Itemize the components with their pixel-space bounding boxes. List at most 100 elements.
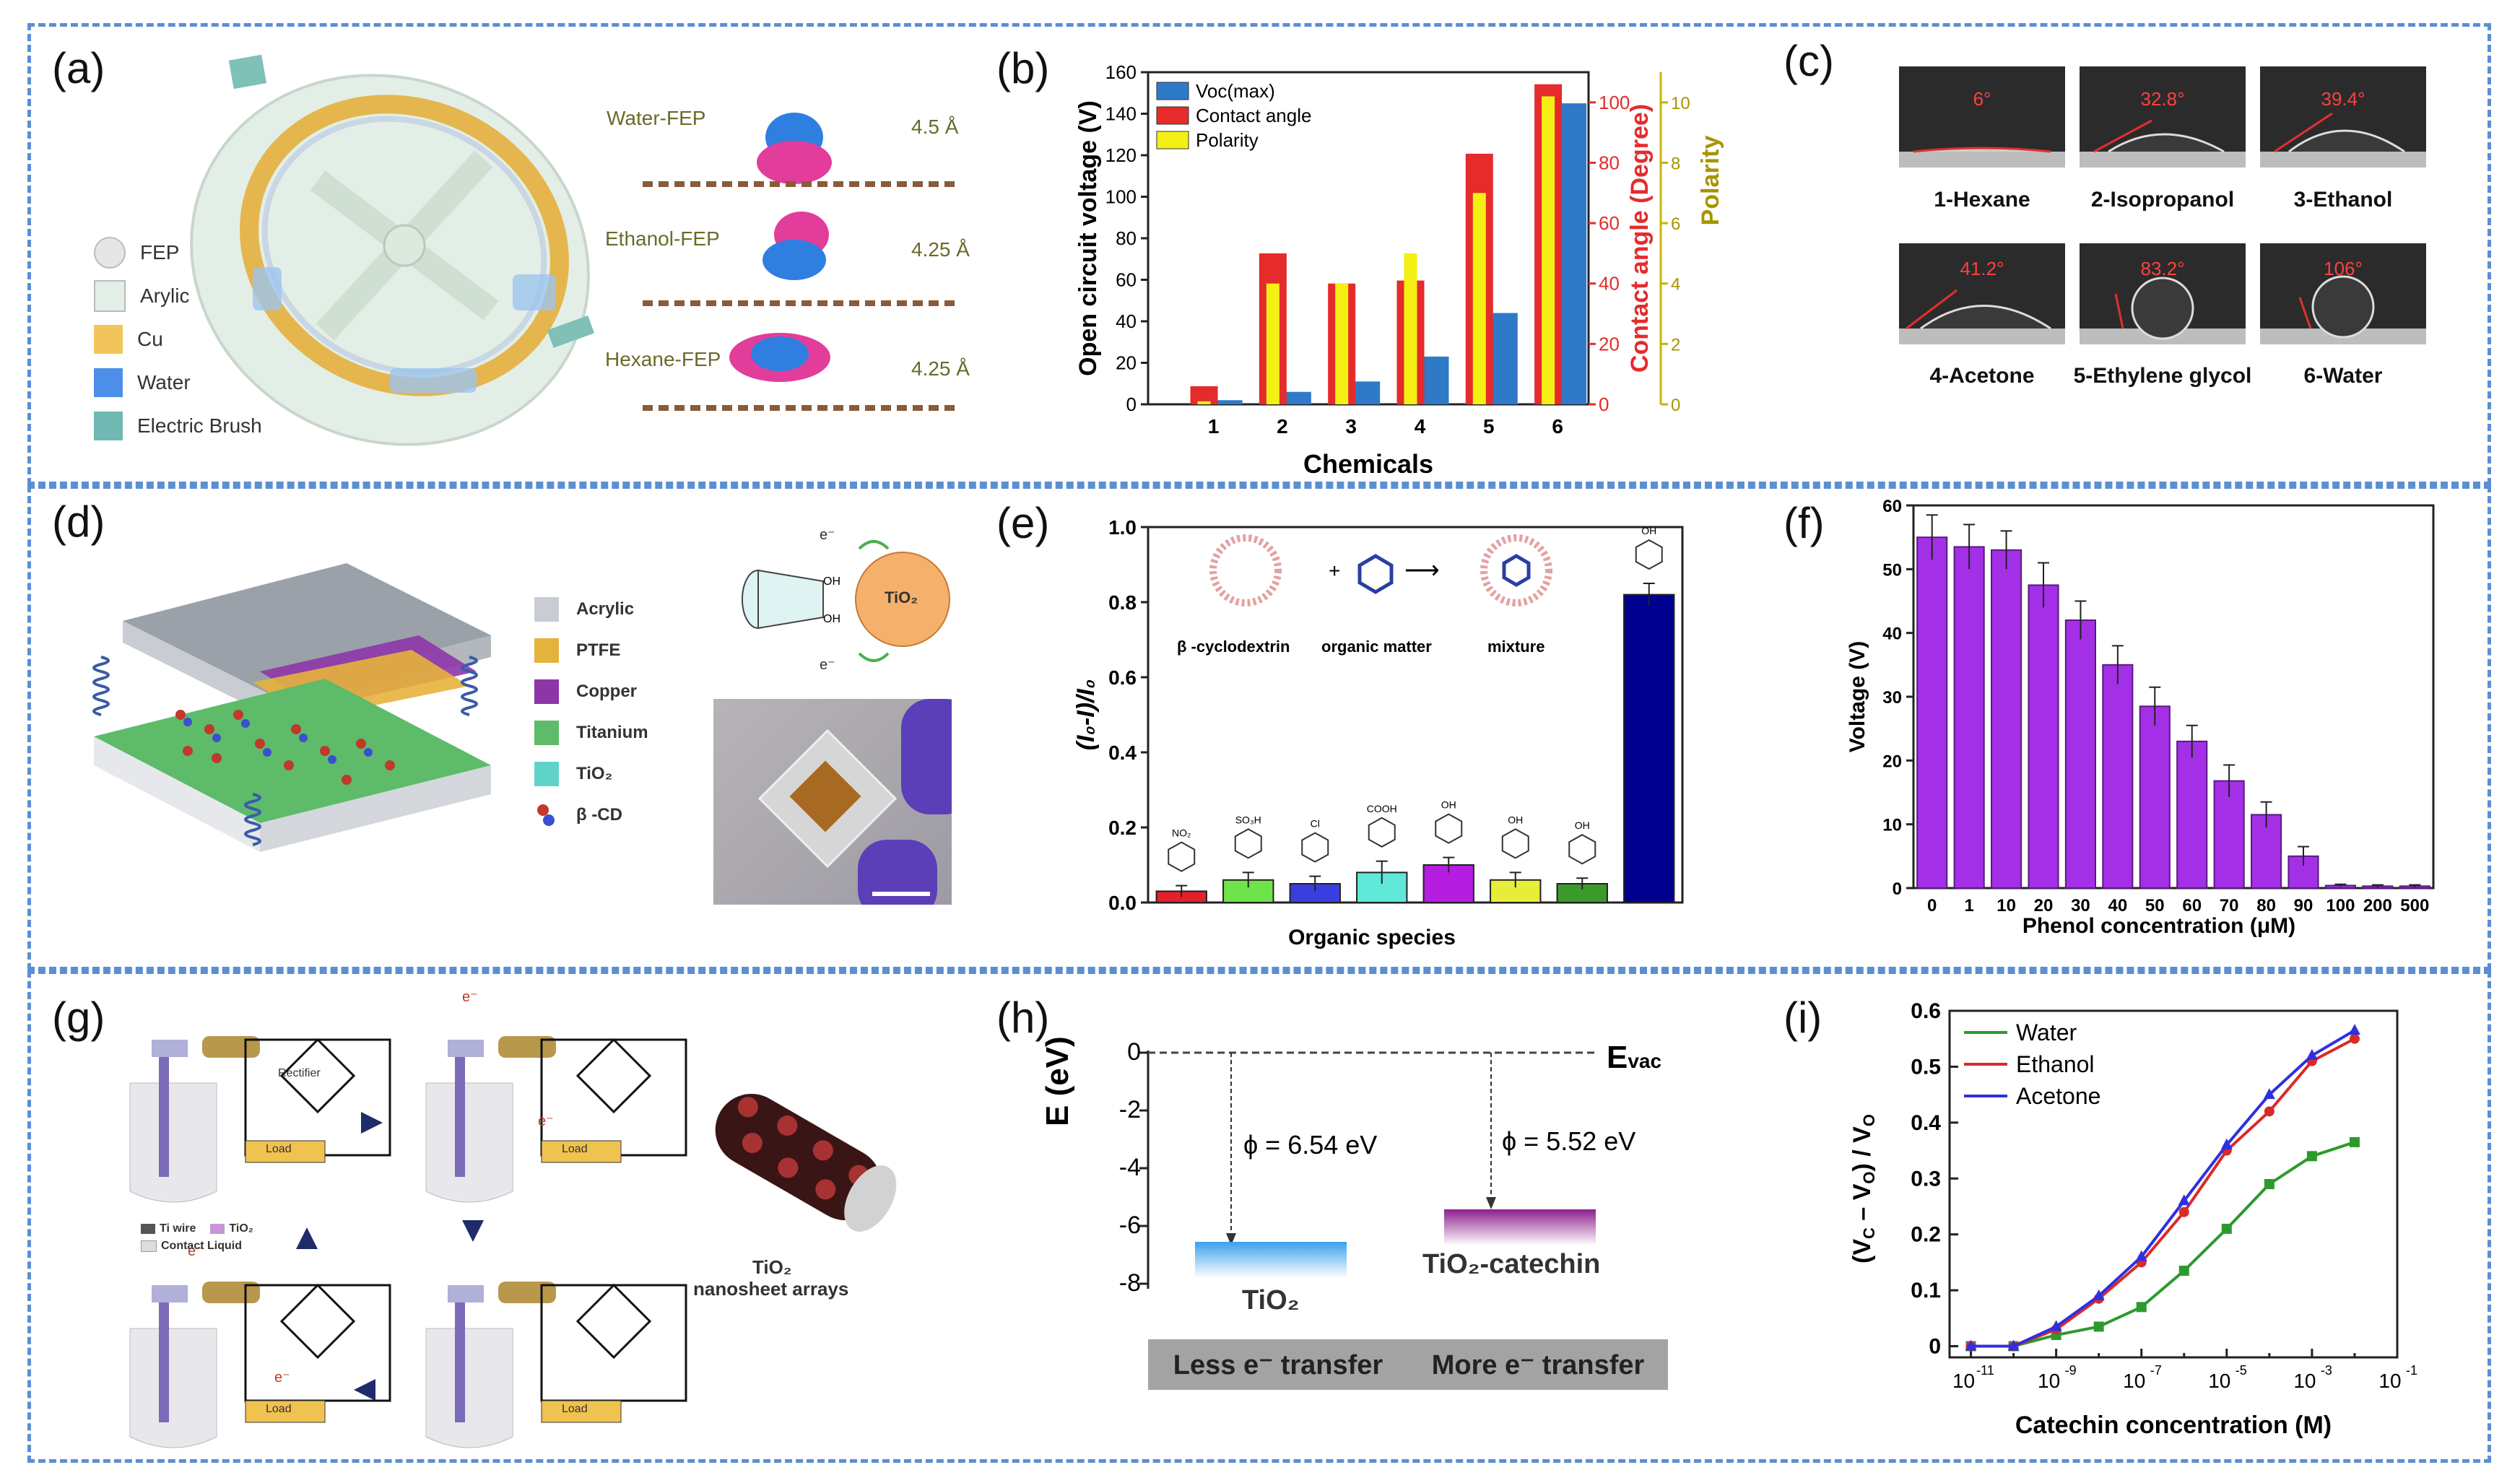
panel-label-b: (b) [996, 44, 1050, 92]
legend-item-fep: FEP [94, 231, 282, 274]
ytick-label: 0.4 [1108, 742, 1137, 764]
legend-label: Ti wire [160, 1222, 196, 1235]
xtick-exponent: -7 [2150, 1363, 2162, 1378]
bar-40 [2102, 664, 2134, 889]
ytick-label: 0.6 [1911, 999, 1941, 1023]
evac-label: Evac [1607, 1040, 1661, 1076]
xtick-exponent: -9 [2065, 1363, 2077, 1378]
data-point-acetone [1965, 1339, 1977, 1351]
ytick-label: 140 [1105, 103, 1137, 125]
data-point-water [2306, 1151, 2317, 1162]
chart-e-organic-species: 0.0 0.2 0.4 0.6 0.8 1.0 NO₂ SO₃H Cl COOH OH OH OH OH O… [1072, 516, 1684, 949]
xtick-label: 1 [1964, 896, 1973, 916]
data-point-water [2221, 1223, 2232, 1234]
data-point-ethanol [2264, 1106, 2274, 1117]
angle-value: 6° [1973, 88, 1991, 110]
legend-label: Cu [137, 328, 163, 350]
cyclodextrin-ring-icon [1209, 534, 1282, 606]
legend-label: Voc(max) [1196, 80, 1275, 102]
y-axis-title: (I₀-I)/I₀ [1072, 679, 1100, 751]
chart-i-catechin-response: 00.10.20.30.40.50.610 -11 10 -9 10 -7 10 -5 10 -3… [1848, 999, 2417, 1439]
nanosheet-label-1: TiO₂ [752, 1256, 792, 1278]
legend-label: Water [137, 371, 191, 393]
ytick3-label: 6 [1671, 214, 1680, 234]
xtick-label: 50 [2145, 896, 2165, 916]
contact-angle-tile-6: 106° [2260, 243, 2426, 344]
x-axis-title: Phenol concentration (μM) [2022, 914, 2295, 938]
rectifier-label: Rectifier [278, 1067, 321, 1079]
tio2-cube-icon [534, 761, 559, 786]
legend-item-arylic: Arylic [94, 274, 282, 318]
glove-finger [901, 699, 952, 814]
bar-polarity [1542, 96, 1555, 405]
data-point-acetone [2263, 1088, 2275, 1100]
ytick2-label: 0 [1599, 393, 1609, 415]
legend-item-tio2: TiO₂ [534, 753, 679, 794]
xtick-label: 10 [2038, 1370, 2060, 1392]
bar-phenol [1623, 593, 1675, 903]
panel-c-contact-angle-images: 6° 32.8° 39.4° 41.2° 83.2° 106° 1-Hexane… [1892, 66, 2455, 413]
legend-label: Acrylic [576, 599, 635, 619]
ytick-label: 0.5 [1911, 1055, 1941, 1079]
electron-label-top: e⁻ [820, 527, 835, 543]
contact-angle-tile-2: 32.8° [2080, 66, 2246, 168]
tio2-level-label: TiO₂ [1242, 1285, 1300, 1315]
substituent-label: SO₃H [1235, 814, 1261, 825]
tio2-band [1195, 1242, 1347, 1278]
panel-label-h: (h) [996, 993, 1050, 1042]
load-label-3: Load [266, 1403, 292, 1415]
row-frame-middle [27, 485, 2491, 970]
hexane-fep-label: Hexane-FEP [605, 348, 721, 370]
bar-10 [1991, 549, 2022, 889]
benzene-ring-icon [1501, 828, 1529, 859]
bar-voc [1421, 356, 1449, 404]
data-point-water [2093, 1321, 2104, 1332]
xtick-label: 500 [2400, 896, 2429, 916]
ytick2-label: 40 [1599, 273, 1620, 295]
circuit-stage-3 [129, 1282, 391, 1448]
legend-item-cu: Cu [94, 318, 282, 361]
ytick2-label: 100 [1599, 92, 1630, 113]
ethanol-fep-distance: 4.25 Å [911, 238, 970, 261]
bar-polarity [1266, 283, 1279, 404]
beta-cd-molecules [175, 710, 395, 785]
row-frame-top [27, 23, 2491, 485]
load-label-4: Load [562, 1403, 588, 1415]
legend-label: Copper [576, 681, 637, 701]
bar-30 [2064, 619, 2097, 889]
xtick-label: 70 [2220, 896, 2239, 916]
substituent-label: OH [1575, 819, 1590, 831]
data-point-acetone [2007, 1339, 2020, 1351]
benzene-ring-icon [1568, 834, 1596, 865]
svg-text:OH: OH [823, 613, 840, 625]
y-axis-title: (VC – VO) / VO [1848, 1114, 1878, 1264]
contact-angle-tile-4: 41.2° [1899, 243, 2065, 344]
ethanol-fep-label: Ethanol-FEP [605, 227, 720, 250]
legend-label: Arylic [140, 284, 190, 307]
legend-label: FEP [140, 241, 180, 264]
spring-icons [92, 656, 478, 846]
series-line-water [1971, 1141, 2355, 1348]
data-point-acetone [2093, 1289, 2105, 1300]
xtick-label: 10 [2123, 1370, 2145, 1392]
legend-swatch [1156, 131, 1189, 149]
legend-item-acrylic: Acrylic [534, 588, 679, 630]
legend-label: Acetone [2016, 1083, 2100, 1109]
reaction-arrow: ⟶ [1404, 557, 1440, 584]
substituent-label: Cl [1311, 818, 1320, 830]
tile-caption: 3-Ethanol [2293, 188, 2393, 212]
legend-label: β -CD [576, 804, 622, 825]
h-ytick-2: -4 [1118, 1154, 1141, 1181]
ytick-label: 10 [1882, 816, 1902, 835]
substituent-label: OH [1508, 814, 1523, 825]
legend-swatch [1156, 106, 1189, 125]
data-point-acetone [2050, 1320, 2062, 1331]
y2-axis-title: Contact angle (Degree) [1626, 104, 1654, 373]
plot-frame [1147, 526, 1684, 904]
legend-label: Water [2016, 1019, 2077, 1045]
xtick-exponent: -11 [1976, 1363, 1994, 1378]
data-point-ethanol [2178, 1206, 2189, 1217]
ytick-label: 40 [1882, 625, 1902, 644]
organic-molecule-icon [1357, 554, 1394, 594]
series-line-acetone [1971, 1029, 2355, 1348]
